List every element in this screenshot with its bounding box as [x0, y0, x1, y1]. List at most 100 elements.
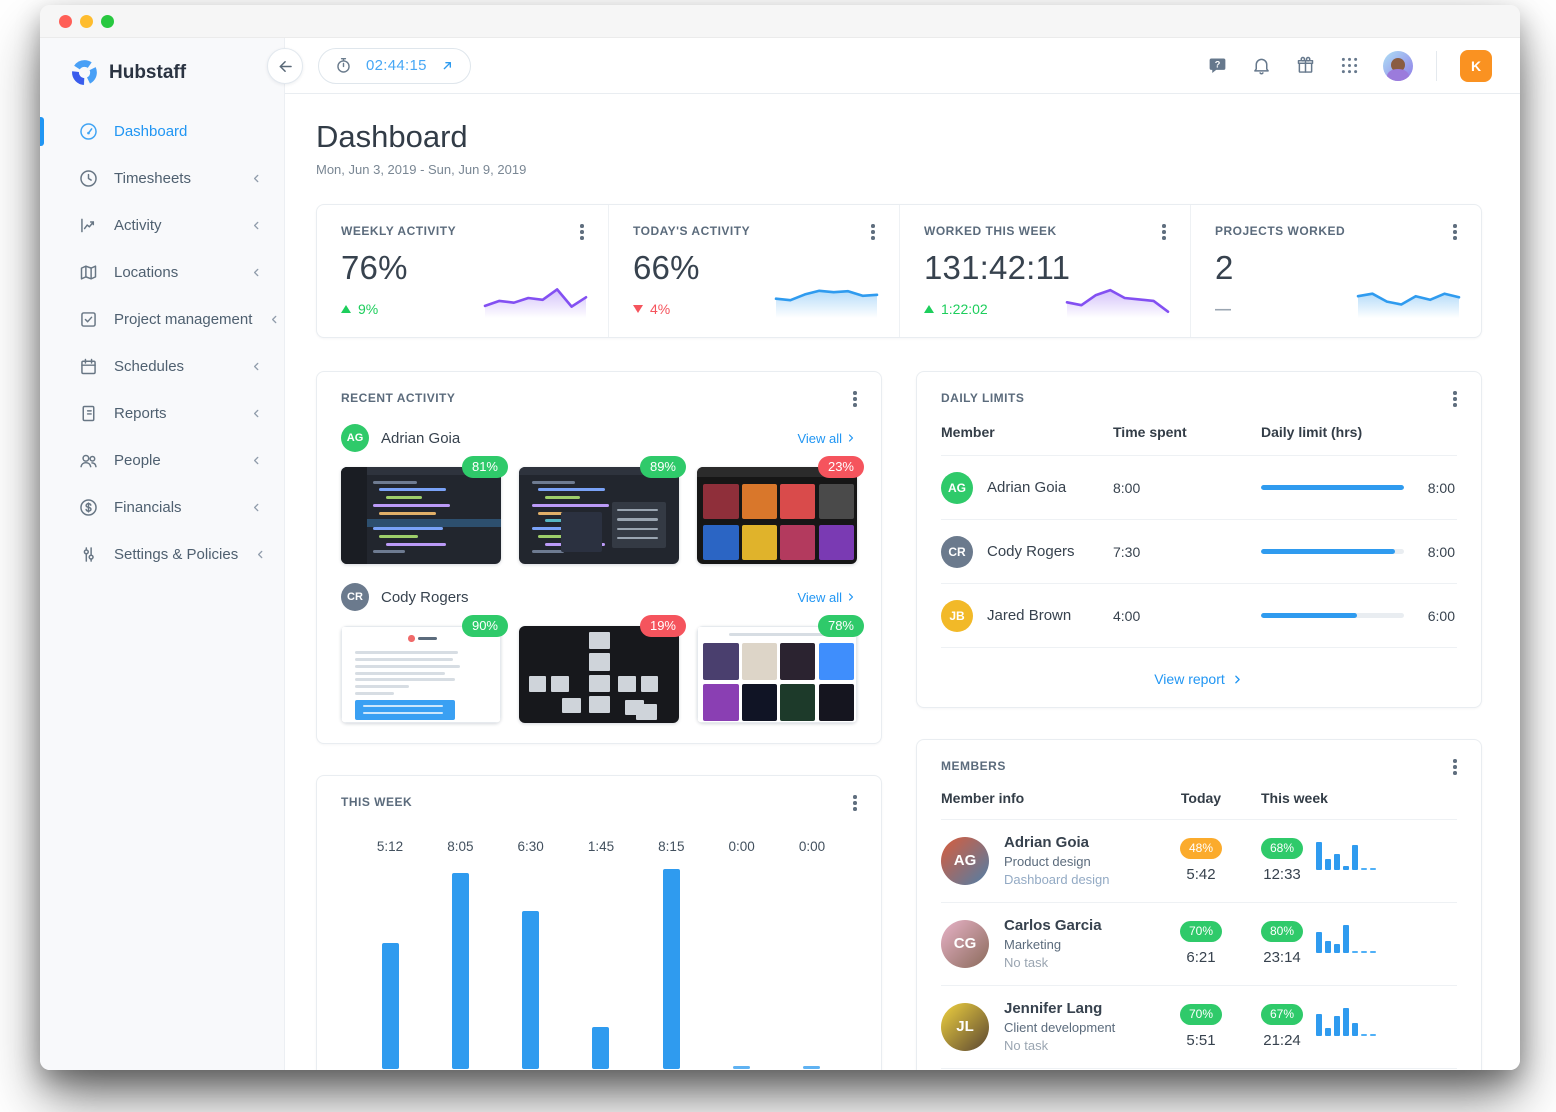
- reports-icon: [78, 403, 99, 424]
- screenshot-thumb[interactable]: 81%: [341, 456, 508, 564]
- view-all-link[interactable]: View all: [797, 431, 857, 446]
- sidebar-item-timesheets[interactable]: Timesheets: [40, 155, 284, 202]
- today-percent-badge: 70%: [1179, 921, 1223, 942]
- chevron-right-icon: [1235, 675, 1240, 683]
- screenshot-thumb[interactable]: 90%: [341, 615, 508, 723]
- daily-limits-header: Member Time spent Daily limit (hrs): [941, 405, 1457, 456]
- kebab-menu-icon[interactable]: [570, 220, 594, 244]
- apps-icon[interactable]: [1339, 55, 1360, 76]
- today-time: 5:51: [1186, 1032, 1216, 1049]
- app-window: Hubstaff Dashboard Timesheets Activity Loca…: [40, 5, 1520, 1070]
- sidebar: Hubstaff Dashboard Timesheets Activity Loca…: [40, 38, 285, 1070]
- sidebar-item-activity[interactable]: Activity: [40, 202, 284, 249]
- sidebar-item-project-management[interactable]: Project management: [40, 296, 284, 343]
- week-percent-badge: 67%: [1261, 1004, 1304, 1025]
- chevron-left-icon: [253, 547, 268, 562]
- hubstaff-logo[interactable]: Hubstaff: [40, 38, 284, 108]
- user-avatar[interactable]: [1383, 50, 1413, 81]
- limit-value: 6:00: [1427, 607, 1455, 624]
- sidebar-item-reports[interactable]: Reports: [40, 390, 284, 437]
- kebab-menu-icon[interactable]: [1443, 755, 1467, 779]
- bar-value-label: 8:05: [447, 839, 474, 854]
- member-task-link[interactable]: Dashboard design: [1004, 872, 1110, 887]
- sidebar-item-label: Activity: [114, 217, 162, 234]
- week-cell: 80% 23:14: [1261, 921, 1457, 966]
- timer-widget[interactable]: 02:44:15: [318, 47, 471, 84]
- stat-value: 66%: [633, 249, 700, 286]
- bar: [522, 911, 540, 1069]
- sidebar-item-financials[interactable]: Financials: [40, 484, 284, 531]
- delta-value: 4%: [650, 301, 671, 317]
- member-name: Adrian Goia: [1004, 834, 1090, 851]
- avatar: AG: [941, 471, 973, 504]
- workspace-badge[interactable]: K: [1460, 49, 1492, 82]
- activity-percent-badge: 19%: [639, 615, 686, 637]
- zoom-button[interactable]: [101, 14, 114, 28]
- limit-progress-fill: [1261, 549, 1396, 554]
- screenshot-thumb[interactable]: 89%: [519, 456, 686, 564]
- minimize-button[interactable]: [80, 14, 93, 28]
- daily-limit-cell: 8:00: [1261, 480, 1457, 496]
- screenshot-thumb[interactable]: 23%: [697, 456, 864, 564]
- sidebar-item-settings-policies[interactable]: Settings & Policies: [40, 531, 284, 578]
- kebab-menu-icon[interactable]: [861, 220, 885, 244]
- date-range: Mon, Jun 3, 2019 - Sun, Jun 9, 2019: [316, 162, 527, 177]
- open-timer-icon[interactable]: [440, 58, 455, 73]
- kebab-menu-icon[interactable]: [843, 791, 867, 815]
- screenshot-thumb[interactable]: 19%: [519, 615, 686, 723]
- member-name: Adrian Goia: [381, 429, 461, 447]
- member-info-cell: CG Carlos Garcia Marketing No task: [941, 917, 1141, 970]
- kebab-menu-icon[interactable]: [1152, 220, 1176, 244]
- back-button[interactable]: [267, 48, 303, 84]
- daily-limit-row-cody-rogers: CR Cody Rogers 7:30 8:00: [941, 520, 1457, 584]
- kebab-menu-icon[interactable]: [843, 387, 867, 411]
- week-chart-column-tue: 8:05Tue: [429, 839, 491, 1070]
- time-spent: 4:00: [1113, 607, 1141, 624]
- view-report-link[interactable]: View report: [941, 671, 1457, 687]
- mini-bar: [1343, 866, 1350, 870]
- help-icon[interactable]: ?: [1207, 55, 1228, 76]
- member-row-jennifer-lang: JL Jennifer Lang Client development No task…: [941, 986, 1457, 1069]
- close-button[interactable]: [59, 14, 72, 28]
- sidebar-item-schedules[interactable]: Schedules: [40, 343, 284, 390]
- recent-activity-card: RECENT ACTIVITY AG Adrian Goia View all 81%…: [316, 371, 882, 744]
- sidebar-item-label: Timesheets: [114, 170, 191, 187]
- chevron-left-icon: [249, 359, 264, 374]
- dashboard-icon: [78, 121, 99, 142]
- topbar-divider: [1436, 50, 1437, 81]
- stat-delta: 9%: [341, 301, 586, 317]
- week-mini-bar-chart: [1316, 1006, 1377, 1036]
- member-no-task: No task: [1004, 1038, 1049, 1053]
- mini-bar: [1352, 845, 1359, 870]
- mini-bar: [1316, 932, 1323, 953]
- gifts-icon[interactable]: [1295, 55, 1316, 76]
- timer-value: 02:44:15: [366, 57, 427, 74]
- screenshot-row: 81% 89% 23%: [341, 456, 864, 564]
- mini-bar: [1370, 950, 1377, 953]
- sidebar-item-dashboard[interactable]: Dashboard: [40, 108, 284, 155]
- settings-icon: [78, 544, 99, 565]
- trend-down-icon: [633, 305, 643, 313]
- mini-bar: [1370, 1033, 1377, 1036]
- kebab-menu-icon[interactable]: [1443, 220, 1467, 244]
- stats-summary-card: WEEKLY ACTIVITY 76% 9% TODAY'S ACTIVITY 66%…: [316, 204, 1482, 338]
- sidebar-item-locations[interactable]: Locations: [40, 249, 284, 296]
- member-text: Adrian Goia Product design Dashboard desig…: [1004, 834, 1110, 887]
- chevron-left-icon: [249, 406, 264, 421]
- time-spent: 7:30: [1113, 543, 1141, 560]
- screenshot-thumb[interactable]: 78%: [697, 615, 864, 723]
- mini-bar: [1370, 867, 1377, 870]
- notifications-icon[interactable]: [1251, 55, 1272, 76]
- week-chart-column-thu: 1:45Thu: [570, 839, 632, 1070]
- bar-value-label: 6:30: [517, 839, 544, 854]
- kebab-menu-icon[interactable]: [1443, 387, 1467, 411]
- view-all-link[interactable]: View all: [797, 590, 857, 605]
- activity-group-header: CR Cody Rogers View all: [341, 583, 857, 611]
- mini-bar: [1325, 1028, 1332, 1036]
- mini-bar: [1343, 1008, 1350, 1036]
- stat-weekly-activity: WEEKLY ACTIVITY 76% 9%: [317, 205, 608, 337]
- sidebar-item-people[interactable]: People: [40, 437, 284, 484]
- mini-bar: [1343, 925, 1350, 953]
- delta-value: 9%: [358, 301, 379, 317]
- today-percent-badge: 48%: [1179, 838, 1223, 859]
